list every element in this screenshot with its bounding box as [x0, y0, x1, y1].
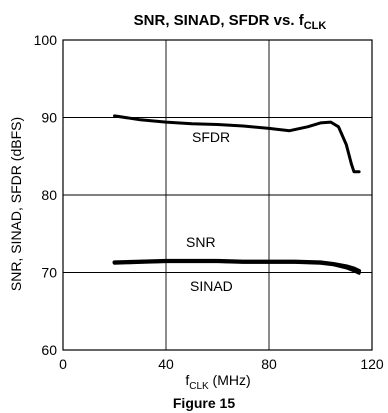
x-tick-label: 120: [360, 356, 384, 372]
chart-title: SNR, SINAD, SFDR vs. fCLK: [134, 12, 327, 32]
series-label-snr: SNR: [186, 234, 216, 250]
figure-caption: Figure 15: [173, 395, 235, 411]
y-tick-label: 60: [41, 342, 57, 358]
y-axis-label: SNR, SINAD, SFDR (dBFS): [8, 117, 24, 291]
x-axis-label: fCLK (MHz): [185, 372, 250, 392]
series-line-sfdr: [113, 114, 361, 174]
series-line-sinad: [113, 260, 361, 275]
x-tick-label: 0: [59, 356, 67, 372]
grid: [63, 40, 372, 350]
series-label-sinad: SINAD: [190, 278, 233, 294]
series-layer: [112, 114, 362, 275]
y-tick-label: 70: [41, 265, 57, 281]
series-label-sfdr: SFDR: [192, 129, 230, 145]
y-tick-label: 90: [41, 110, 57, 126]
x-tick-labels: 0 40 80 120: [59, 356, 384, 372]
x-tick-label: 80: [261, 356, 277, 372]
y-tick-label: 80: [41, 187, 57, 203]
y-tick-label: 100: [34, 32, 58, 48]
x-tick-label: 40: [158, 356, 174, 372]
plot-frame: [62, 39, 373, 351]
y-tick-labels: 60 70 80 90 100: [34, 32, 58, 358]
